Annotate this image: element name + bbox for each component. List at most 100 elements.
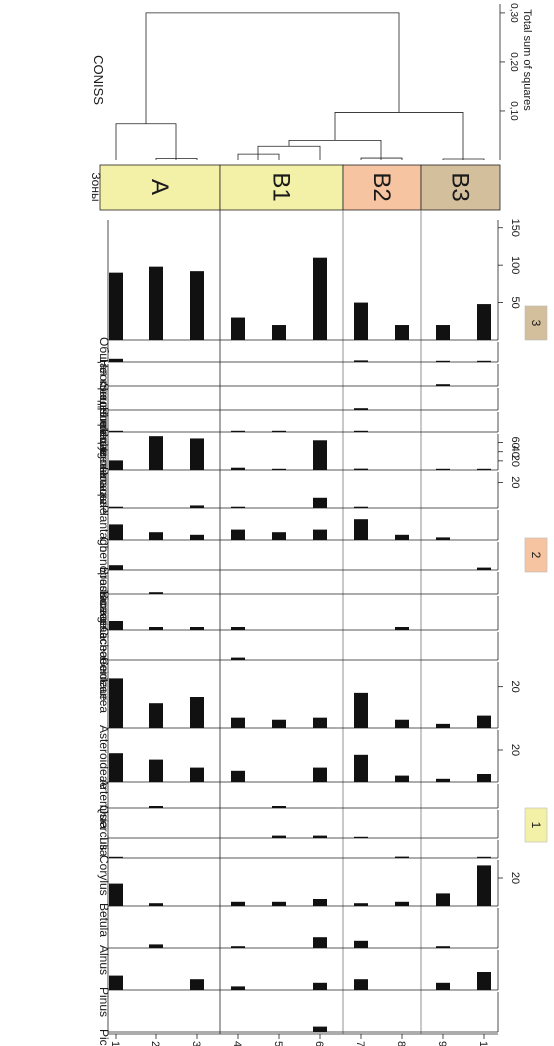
taxon-label: Betula [97,903,111,937]
bar-asteroideae-4 [231,717,245,728]
bar-quercus-5 [272,806,286,808]
bar-chenopodiaceae-9 [436,537,450,540]
sample-label: 3 [190,1041,202,1046]
bar-quercus-2 [149,806,163,808]
bar-chenopodiaceae-2 [149,532,163,540]
coniss-link [115,123,177,160]
bar-общая-концентрация-пыльцы-9 [436,325,450,340]
zone-label: B2 [368,172,395,201]
coniss-tick-label: 0,30 [508,3,519,23]
bar-alnus-6 [313,937,327,948]
bar-artemisia-7 [354,754,368,782]
sample-axis: 1 2 3 4 5 6 7 8 9 10 [108,1033,498,1046]
zones-title: Зоны [89,172,103,201]
bar-общая-концентрация-пыльцы-4 [231,317,245,340]
coniss-title: CONISS [91,55,106,105]
legend-swatch-1 [524,807,548,843]
bar-tilia-5 [272,835,286,838]
bar-asteroideae-3 [190,697,204,728]
bar-cichorioideae-2 [149,627,163,630]
panel-chenopodiaceae: Chenopodiaceae [97,510,499,628]
panel-неопределенные: Неопределенные [97,342,499,456]
taxon-label: Общая концентрация пыльцы [97,337,111,504]
coniss-link [257,145,321,160]
sample-label: 4 [231,1041,243,1046]
taxon-label: Alnus [97,945,111,975]
zone-b3 [420,164,501,211]
sample-label: 10 [477,1041,489,1046]
bar-brassicaceae-10 [477,567,491,570]
tick-label: 20 [509,681,521,693]
panel-picea: Picea [97,992,499,1046]
panel-quercus: Quercus [97,784,499,850]
bar-pinus-3 [190,979,204,990]
bar-plantago-4 [231,506,245,508]
taxon-label: Poaceae [97,467,111,515]
tick-label: 20 [509,455,521,467]
legend-label: 1 [529,822,543,829]
panel-alnus: Alnus [97,908,499,975]
coniss-link [155,158,198,160]
bar-betula-8 [395,901,409,906]
coniss-link [442,158,485,160]
bar-poaceae-7 [354,468,368,470]
bar-rumex-t--7 [354,408,368,410]
taxon-label: Boraginaceae [97,591,111,665]
coniss-dendrogram: CONISS Total sum of squares 0,10 0,20 0,30 [91,3,533,160]
taxon-label: Scrophulariaceae [97,383,111,477]
bar-tilia-6 [313,835,327,838]
legend-label: 3 [529,320,543,327]
tick-label: 60 [509,436,521,448]
bar-polygonaceae-5 [272,430,286,432]
zone-label: A [146,179,173,195]
bar-pinus-1 [109,975,123,990]
bar-chenopodiaceae-5 [272,532,286,540]
bar-artemisia-9 [436,778,450,782]
bar-cichorioideae-4 [231,627,245,630]
bar-asteroideae-1 [109,678,123,728]
panel-brassicaceae: Brassicaceae [97,542,499,639]
bar-betula-6 [313,899,327,906]
bar-cichorioideae-3 [190,627,204,630]
bar-poaceae-4 [231,467,245,470]
tick-label: 20 [509,872,521,884]
bar-betula-9 [436,893,450,906]
bar-plantago-3 [190,505,204,508]
bar-pinus-7 [354,979,368,990]
zone-b1 [219,164,344,211]
bar-betula-7 [354,903,368,906]
panel-betula: 20 Betula [97,860,521,937]
bar-pinus-9 [436,982,450,990]
taxon-label: Plantago [97,505,111,553]
coniss-link [360,157,403,160]
legend-label: 2 [529,552,543,559]
coniss-tick-label: 0,20 [508,52,519,72]
bar-chenopodiaceae-6 [313,529,327,540]
tick-label: 100 [509,256,521,274]
bar-centaurea-4 [231,657,245,660]
taxon-label: Centaurea [97,657,111,713]
bar-chenopodiaceae-7 [354,519,368,540]
bar-betula-2 [149,903,163,906]
panel-polygonaceae: Polygonaceae [97,412,499,505]
bar-artemisia-10 [477,774,491,782]
tick-label: 20 [509,476,521,488]
coniss-axis-label: Total sum of squares [521,9,533,111]
panel-centaurea: Centaurea [97,632,499,713]
bar-plantago-1 [109,506,123,508]
legend-swatch-3 [524,305,548,341]
coniss-link [145,12,400,124]
bar-общая-концентрация-пыльцы-5 [272,325,286,340]
bar-corylus-8 [395,856,409,858]
bar-corylus-1 [109,856,123,858]
zone-label: B1 [268,172,295,201]
bar-plantago-7 [354,506,368,508]
zone-column: A B1 B2 B3 Зоны [89,164,501,1034]
coniss-link [334,112,464,160]
bar-общая-концентрация-пыльцы-1 [109,272,123,340]
taxon-label: Chenopodiaceae [97,537,111,628]
bar-artemisia-1 [109,753,123,782]
bar-общая-концентрация-пыльцы-2 [149,266,163,340]
bar-boraginaceae-2 [149,592,163,594]
bar-pinus-6 [313,982,327,990]
